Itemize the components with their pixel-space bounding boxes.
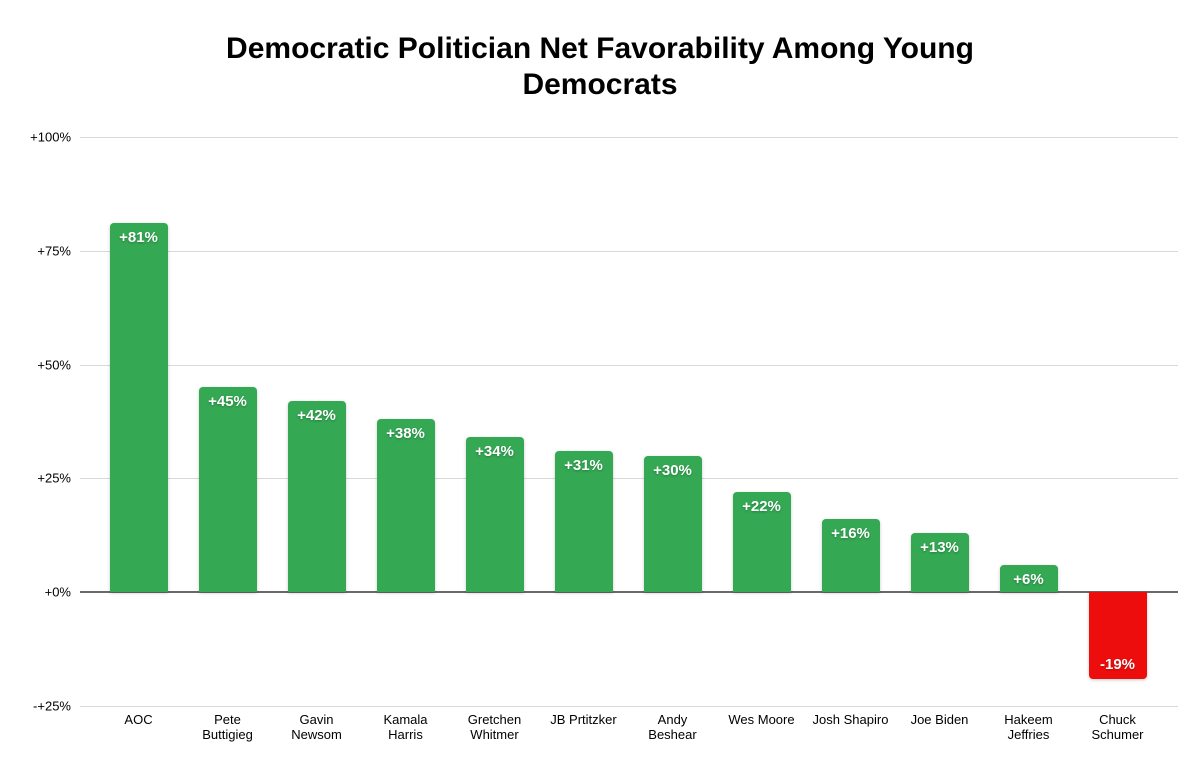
bar-slot: -19% [1073,137,1162,706]
x-axis-category-label: Joe Biden [910,712,969,727]
y-axis-tick-label: +100% [30,129,71,145]
x-axis-category-label: Kamala Harris [383,712,428,742]
x-axis-category-label: Andy Beshear [648,712,697,742]
x-axis-category-label: JB Prtitzker [550,712,617,727]
x-axis-category-label: Hakeem Jeffries [1004,712,1053,742]
bar-josh-shapiro: +16% [821,519,880,593]
bar-slot: +31% [539,137,628,706]
bar-gavin-newsom: +42% [287,401,346,593]
bar-value-label: +16% [831,525,870,543]
bar-slot: +45% [183,137,272,706]
bar-value-label: -19% [1099,655,1136,673]
x-axis-category-label: Pete Buttigieg [202,712,253,742]
bar-slot: +38% [361,137,450,706]
gridline [80,250,1178,252]
bar-value-label: +42% [297,407,336,425]
bar-value-label: +45% [208,393,247,411]
y-axis: +100% +75% +50% +25% +0% -+25% [0,130,71,714]
gridline [80,706,1178,707]
bar-value-label: +13% [920,539,959,557]
bar-aoc: +81% [109,223,168,593]
x-axis: AOC Pete Buttigieg Gavin Newsom Kamala Harris G… [94,712,1162,742]
bar-hakeem-jeffries: +6% [999,564,1058,593]
bar-series: +81% +45% +42% +38% +34% +31% +30% +22% +16% +13%… [94,137,1162,706]
x-axis-category-label: Gretchen Whitmer [467,712,522,742]
bar-kamala-harris: +38% [376,419,435,593]
bar-value-label: +22% [742,498,781,516]
y-axis-tick-label: +50% [37,357,71,373]
bar-jb-prtitzker: +31% [554,451,613,593]
gridline [80,478,1178,480]
x-axis-category-label: Josh Shapiro [812,712,889,727]
x-axis-category-label: Wes Moore [728,712,795,727]
bar-wes-moore: +22% [732,492,791,593]
bar-slot: +81% [94,137,183,706]
bar-slot: +13% [895,137,984,706]
bar-andy-beshear: +30% [643,455,702,593]
bar-pete-buttigieg: +45% [198,387,257,593]
bar-slot: +6% [984,137,1073,706]
chart-title: Democratic Politician Net Favorability A… [226,32,974,101]
y-axis-tick-label: +75% [37,243,71,259]
x-axis-category-label: Gavin Newsom [291,712,342,742]
y-axis-tick-label: +25% [37,470,71,486]
x-axis-category-label: AOC [124,712,153,727]
bar-slot: +42% [272,137,361,706]
bar-value-label: +81% [119,229,158,247]
bar-gretchen-whitmer: +34% [465,437,524,593]
bar-slot: +34% [450,137,539,706]
bar-value-label: +38% [386,425,425,443]
bar-value-label: +31% [564,457,603,475]
y-axis-tick-label: -+25% [33,698,71,714]
plot-area: +81% +45% +42% +38% +34% +31% +30% +22% +16% +13%… [80,137,1178,707]
bar-chuck-schumer: -19% [1088,592,1147,679]
bar-value-label: +6% [1013,570,1044,588]
x-axis-category-label: Chuck Schumer [1091,712,1144,742]
bar-value-label: +30% [653,461,692,479]
y-axis-tick-label: +0% [44,584,71,600]
bar-slot: +16% [806,137,895,706]
gridline [80,137,1178,138]
bar-slot: +22% [717,137,806,706]
bar-slot: +30% [628,137,717,706]
zero-axis-line [80,591,1178,594]
gridline [80,364,1178,366]
bar-joe-biden: +13% [910,533,969,593]
bar-value-label: +34% [475,443,514,461]
